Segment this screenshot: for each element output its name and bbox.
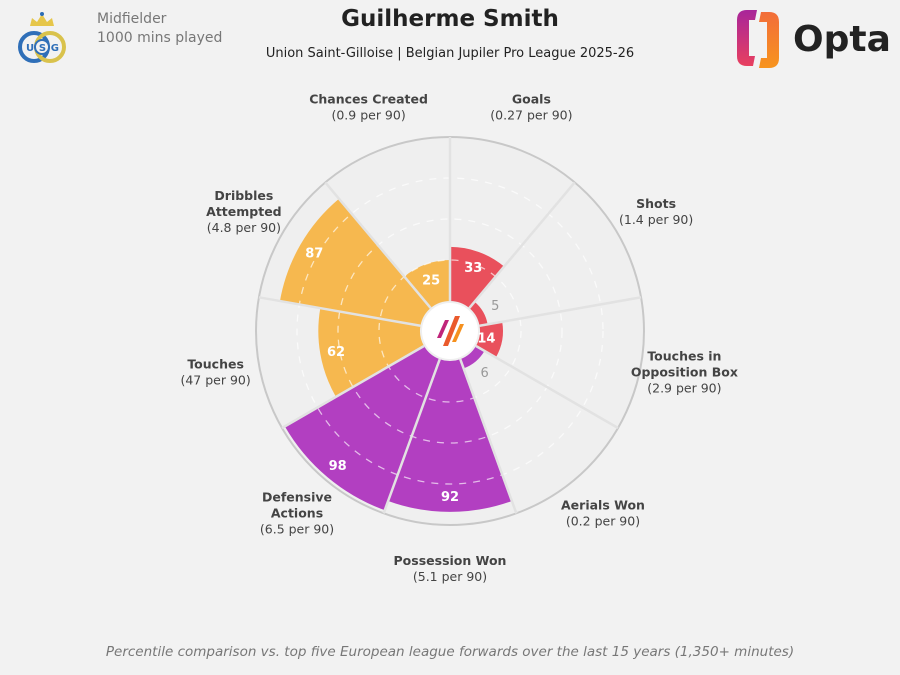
category-label: Defensive — [262, 489, 332, 504]
category-label: (2.9 per 90) — [647, 380, 721, 395]
value-label: 98 — [329, 459, 347, 474]
gridline-50 — [337, 218, 563, 444]
category-label: (5.1 per 90) — [413, 569, 487, 584]
player-info: Midfielder 1000 mins played — [97, 10, 222, 48]
wedge-possession-won — [388, 359, 512, 512]
wedge-dribbles-attempted — [279, 198, 431, 326]
category-label: (1.4 per 90) — [619, 212, 693, 227]
wedge-aerials-won — [460, 346, 485, 369]
opta-mark-icon — [737, 10, 779, 68]
page-subtitle: Union Saint-Gilloise | Belgian Jupiler P… — [265, 46, 635, 61]
center-opta-icon — [437, 316, 464, 346]
value-label: 33 — [464, 261, 482, 276]
wedge-goals — [450, 246, 505, 309]
category-label: Actions — [271, 505, 323, 520]
opta-wordmark: Opta — [793, 18, 891, 60]
icon-stroke — [437, 320, 449, 338]
category-label: Aerials Won — [561, 497, 645, 512]
icon-stroke — [452, 324, 464, 342]
category-label: Goals — [512, 91, 551, 106]
spoke — [382, 358, 441, 514]
category-label: Shots — [636, 196, 676, 211]
spoke — [459, 358, 518, 514]
icon-stroke — [443, 316, 460, 346]
category-label: (4.8 per 90) — [207, 220, 281, 235]
spoke — [258, 296, 421, 328]
category-label: Attempted — [206, 204, 281, 219]
wedge-defensive-actions — [284, 346, 440, 511]
value-label: 25 — [422, 273, 440, 288]
spoke — [479, 296, 642, 328]
page-title: Guilherme Smith — [341, 6, 559, 32]
spoke — [468, 181, 576, 309]
category-label: (0.9 per 90) — [331, 107, 405, 122]
value-label: 6 — [480, 366, 488, 381]
category-label: Dribbles — [214, 188, 273, 203]
category-label: Touches — [187, 356, 244, 371]
category-label: Touches in — [647, 348, 721, 363]
footnote: Percentile comparison vs. top five Europ… — [105, 644, 795, 660]
spoke — [324, 181, 432, 309]
category-label: Opposition Box — [631, 364, 738, 379]
wedge-chances-created — [404, 260, 450, 309]
category-label: (47 per 90) — [180, 372, 250, 387]
player-position: Midfielder — [97, 11, 167, 27]
value-label: 14 — [477, 331, 495, 346]
value-label: 87 — [305, 247, 323, 262]
category-label: Possession Won — [394, 553, 507, 568]
category-label: (6.5 per 90) — [260, 521, 334, 536]
opta-logo: Opta — [735, 8, 891, 70]
club-logo-text: USG — [26, 43, 59, 54]
gridline-25 — [378, 259, 522, 403]
category-label: Chances Created — [309, 91, 428, 106]
club-logo: USG — [14, 8, 70, 72]
value-label: 92 — [441, 490, 459, 505]
wedge-touches — [318, 308, 425, 397]
value-label: 62 — [327, 345, 345, 360]
category-label: (0.2 per 90) — [566, 513, 640, 528]
minutes-played: 1000 mins played — [97, 30, 223, 46]
spoke — [281, 344, 425, 430]
wedge-shots — [469, 301, 488, 326]
value-label: 5 — [491, 299, 499, 314]
spoke — [475, 344, 619, 430]
category-label: (0.27 per 90) — [490, 107, 572, 122]
